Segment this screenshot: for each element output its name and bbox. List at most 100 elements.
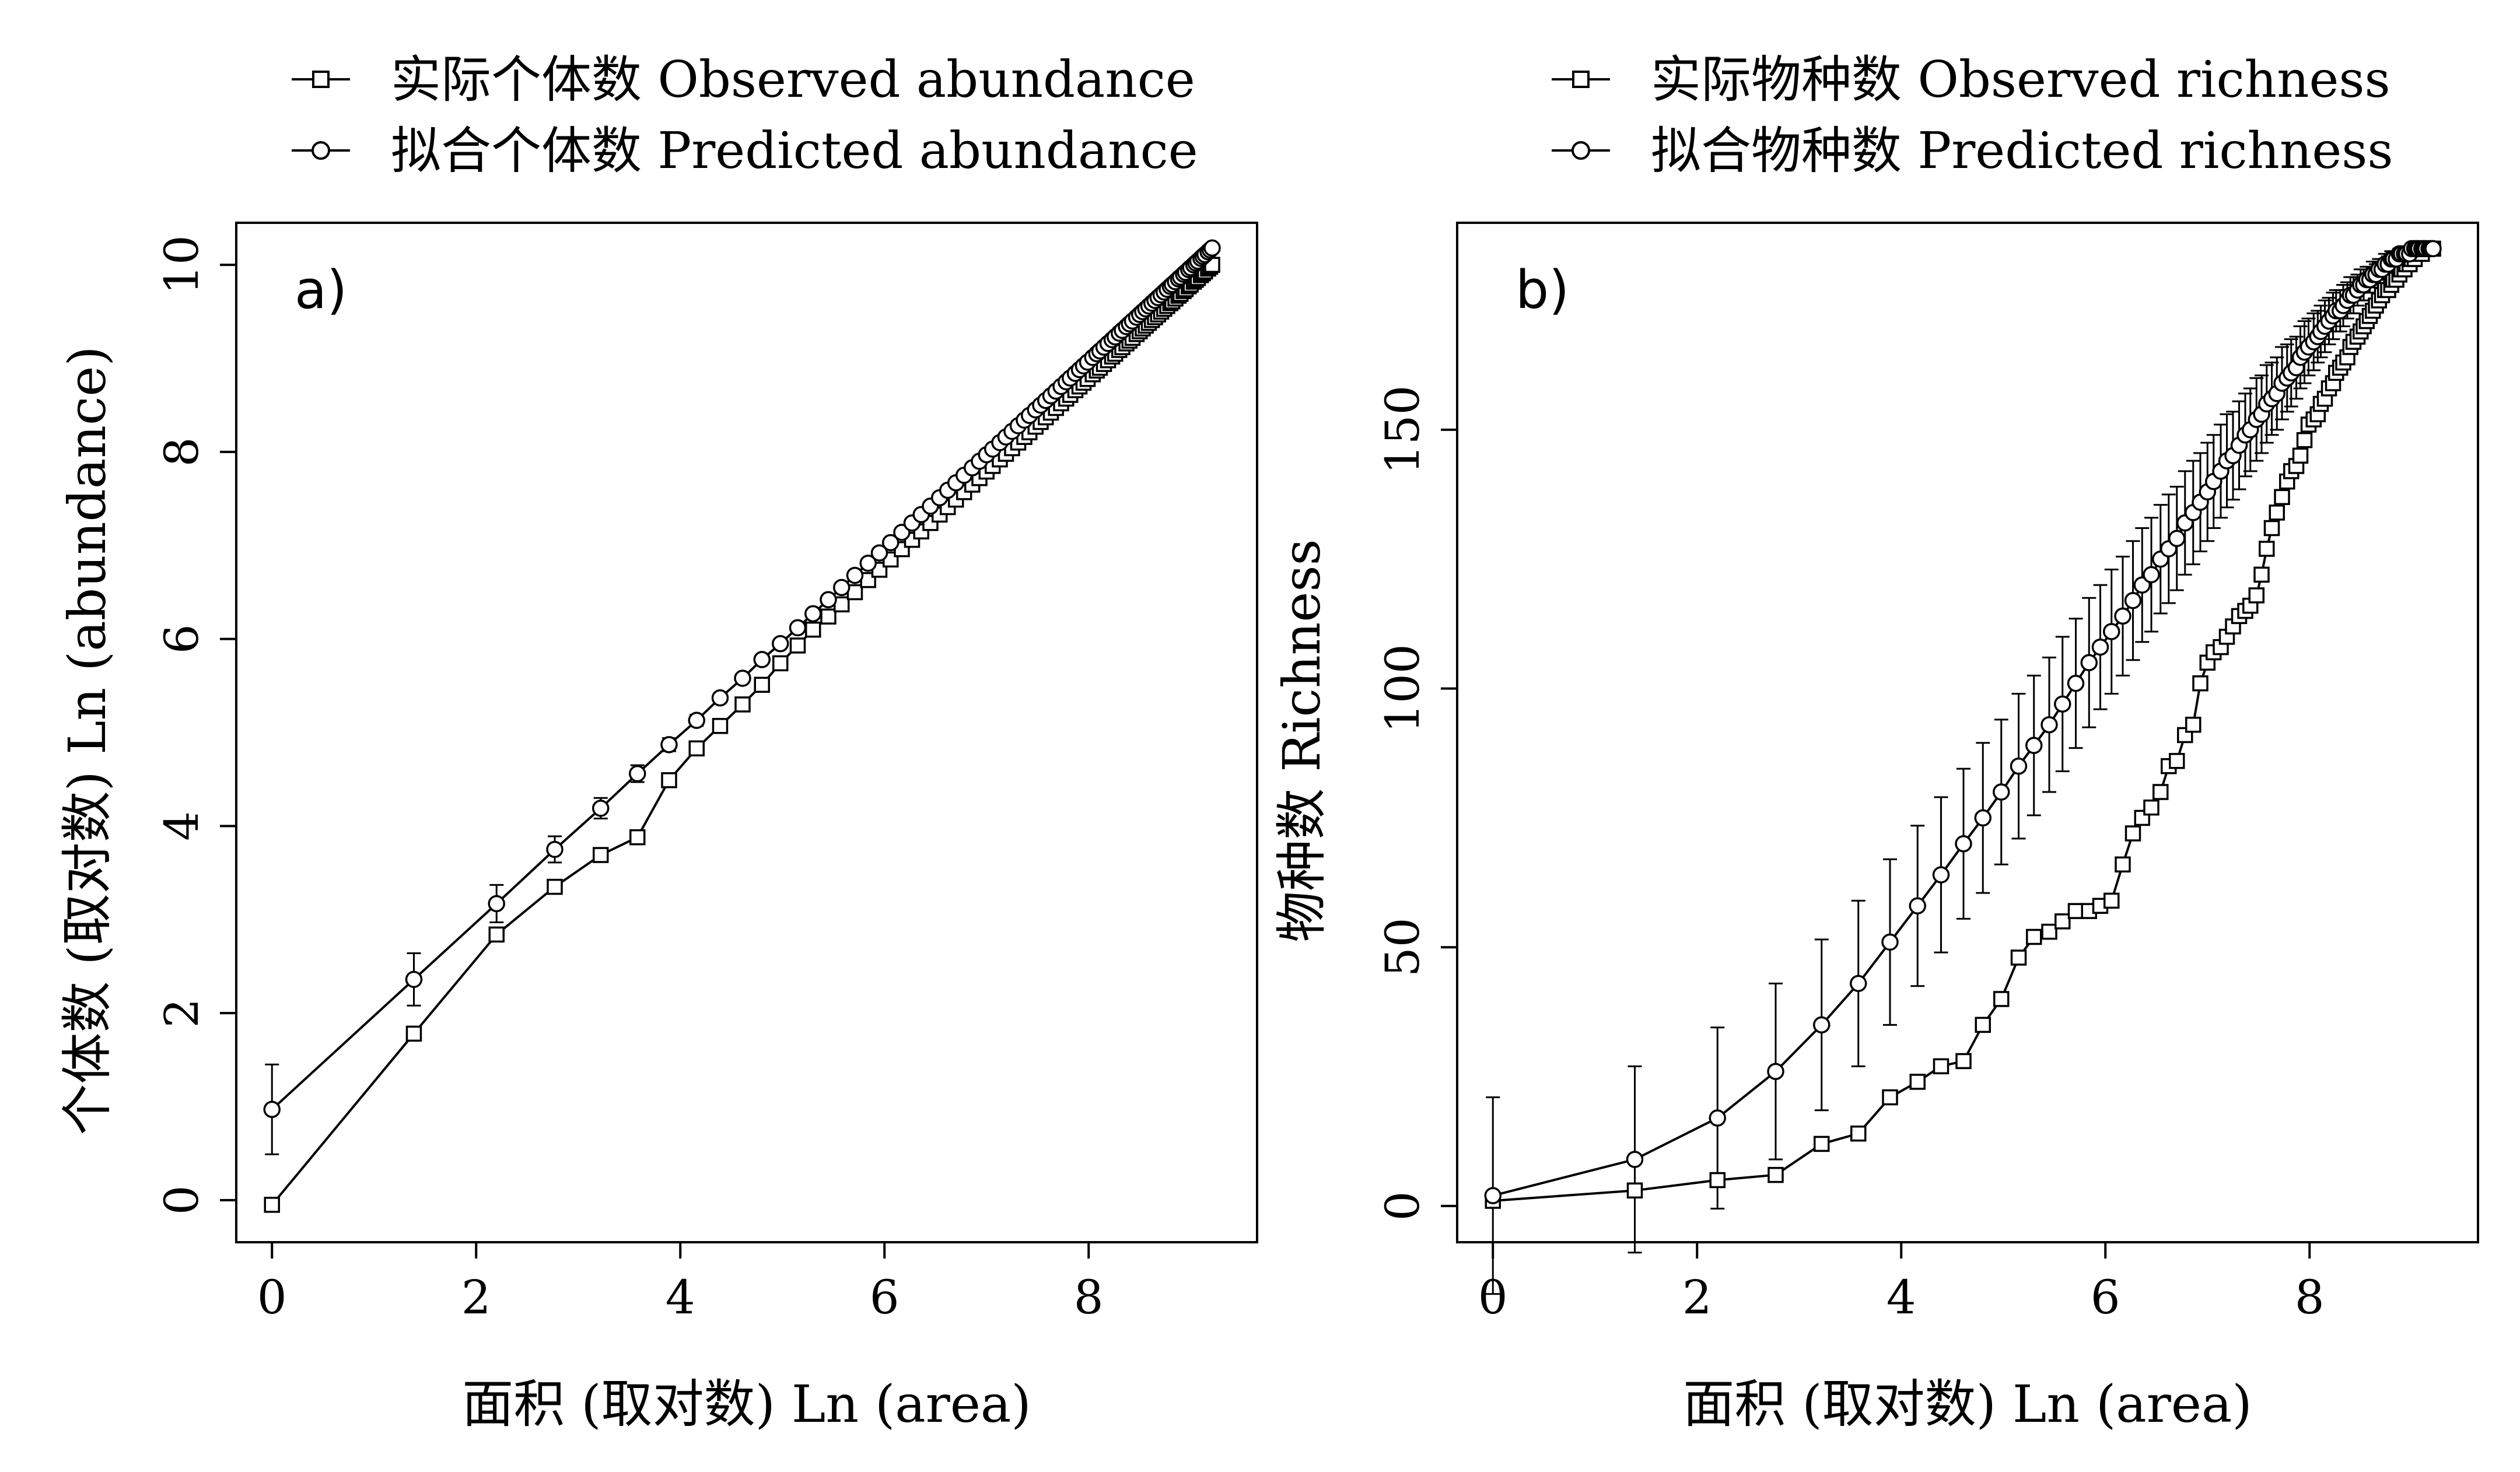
- observed-point: [264, 1197, 280, 1213]
- predicted-point: [2424, 240, 2442, 258]
- observed-point: [405, 1025, 422, 1042]
- predicted-point: [405, 970, 423, 989]
- x-axis-title-a: 面积 (取对数) Ln (area): [462, 1374, 1031, 1434]
- y-tick-label: 8: [155, 437, 209, 467]
- predicted-point: [2054, 695, 2071, 713]
- x-tick-label: 8: [1074, 1270, 1104, 1324]
- legend-a-observed-label: 实际个体数 Observed abundance: [391, 51, 1195, 109]
- predicted-point: [263, 1101, 281, 1119]
- legend-a: 实际个体数 Observed abundance 拟合个体数 Predicted…: [292, 51, 1198, 180]
- observed-point: [2152, 784, 2169, 800]
- predicted-point: [629, 765, 646, 783]
- errorbars-b: [1486, 245, 2440, 1295]
- observed-point: [1814, 1135, 1830, 1152]
- observed-point: [1993, 991, 2010, 1007]
- panel-a: 实际个体数 Observed abundance 拟合个体数 Predicted…: [57, 51, 1258, 1434]
- observed-point: [2124, 825, 2141, 842]
- observed-point: [754, 677, 770, 693]
- predicted-point: [882, 534, 900, 552]
- predicted-point: [2143, 566, 2160, 584]
- x-tick-label: 6: [870, 1270, 900, 1324]
- observed-point: [2253, 566, 2270, 583]
- legend-a-square-marker: [312, 71, 330, 88]
- predicted-point: [1881, 933, 1899, 951]
- predicted-point: [2067, 674, 2085, 692]
- predicted-point: [488, 895, 505, 913]
- observed-point: [2026, 928, 2042, 945]
- predicted-point: [2025, 737, 2043, 754]
- predicted-points-b: [1484, 240, 2442, 1204]
- y-tick-label: 0: [1376, 1191, 1430, 1221]
- observed-point: [1909, 1074, 1926, 1090]
- legend-a-circle-marker: [312, 141, 330, 160]
- y-axis-b: 0 50 100 150: [1376, 385, 1458, 1221]
- observed-points-a: [264, 257, 1220, 1213]
- observed-point: [1975, 1017, 1991, 1033]
- legend-b-predicted-label: 拟合物种数 Predicted richness: [1651, 122, 2393, 180]
- predicted-point: [789, 619, 807, 637]
- observed-point: [593, 847, 609, 863]
- panel-label-b: b): [1516, 260, 1569, 321]
- observed-point: [2192, 675, 2208, 692]
- observed-point: [805, 621, 821, 638]
- y-tick-label: 4: [155, 811, 209, 841]
- predicted-point: [1203, 239, 1221, 257]
- x-tick-label: 2: [1682, 1270, 1712, 1324]
- observed-point: [2248, 587, 2264, 604]
- predicted-point: [688, 712, 705, 729]
- panel-label-a: a): [295, 260, 347, 321]
- observed-point: [772, 655, 789, 672]
- observed-point: [846, 584, 863, 601]
- predicted-point: [1909, 897, 1926, 914]
- predicted-point: [1767, 1063, 1784, 1080]
- x-tick-label: 4: [666, 1270, 695, 1324]
- predicted-point: [2168, 530, 2186, 548]
- observed-point: [2259, 541, 2275, 557]
- predicted-point: [711, 689, 729, 707]
- predicted-point: [546, 840, 564, 858]
- observed-point: [1768, 1166, 1784, 1183]
- legend-b-observed-label: 实际物种数 Observed richness: [1651, 51, 2390, 109]
- x-tick-label: 0: [257, 1270, 287, 1324]
- predicted-point: [2041, 716, 2058, 734]
- predicted-point: [1484, 1187, 1502, 1204]
- observed-point: [2274, 489, 2290, 506]
- predicted-point: [870, 544, 888, 562]
- predicted-point: [1932, 866, 1950, 884]
- x-axis-b: 0 2 4 6 8: [1478, 1241, 2325, 1324]
- x-tick-label: 0: [1478, 1270, 1508, 1324]
- observed-point: [1626, 1182, 1643, 1199]
- predicted-point: [2080, 654, 2098, 671]
- predicted-point: [2124, 591, 2142, 609]
- y-tick-label: 2: [155, 998, 209, 1028]
- x-axis-title-b: 面积 (取对数) Ln (area): [1683, 1374, 2252, 1434]
- observed-point: [2104, 892, 2120, 909]
- predicted-point: [734, 670, 751, 687]
- predicted-point: [772, 635, 789, 653]
- observed-point: [2143, 799, 2160, 816]
- predicted-point: [1626, 1151, 1644, 1168]
- x-tick-label: 4: [1887, 1270, 1916, 1324]
- y-axis-title-b: 物种数 Richness: [1272, 539, 1332, 942]
- observed-point: [688, 740, 705, 757]
- predicted-point: [1709, 1109, 1726, 1127]
- predicted-point: [2114, 607, 2132, 625]
- predicted-point: [2010, 757, 2028, 775]
- observed-point: [1709, 1172, 1726, 1189]
- observed-point: [820, 608, 836, 625]
- x-tick-label: 8: [2295, 1270, 2325, 1324]
- predicted-point: [1955, 835, 1972, 853]
- y-tick-label: 0: [155, 1185, 209, 1215]
- panel-b: 实际物种数 Observed richness 拟合物种数 Predicted …: [1272, 51, 2479, 1434]
- observed-point: [661, 772, 677, 788]
- y-axis-a: 0 2 4 6 8 10: [155, 235, 237, 1215]
- observed-point: [2169, 753, 2185, 769]
- observed-point: [1882, 1089, 1898, 1106]
- predicted-point: [1993, 783, 2010, 801]
- observed-point: [712, 718, 729, 734]
- predicted-point: [1850, 975, 1867, 993]
- observed-point: [1955, 1053, 1972, 1070]
- observed-point: [547, 878, 563, 895]
- predicted-point: [660, 736, 678, 753]
- observed-point: [734, 696, 751, 713]
